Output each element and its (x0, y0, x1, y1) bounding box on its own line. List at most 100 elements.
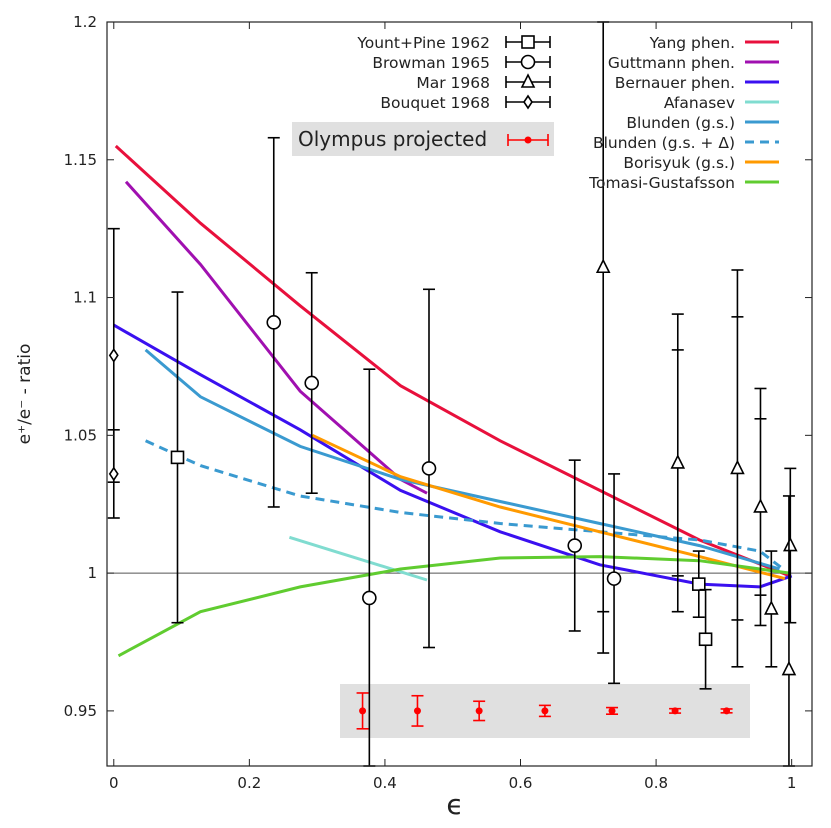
legend-entry: Guttmann phen. (608, 54, 779, 72)
legend-box (292, 122, 554, 156)
dot-marker (671, 707, 679, 715)
triangle-marker (670, 454, 686, 469)
y-axis-label: e⁺/e⁻ - ratio (15, 344, 35, 445)
square-marker (698, 632, 713, 647)
square-marker (170, 450, 185, 465)
legend-label: Bouquet 1968 (380, 94, 490, 112)
legend-label: Bernauer phen. (615, 74, 735, 92)
data-point (170, 291, 185, 624)
triangle-marker (730, 459, 745, 475)
data-point (606, 706, 619, 715)
legend-entry: Tomasi-Gustafsson (588, 174, 779, 192)
x-axis-label: ϵ (446, 788, 463, 821)
y-tick-label: 0.95 (64, 702, 97, 720)
triangle-marker (783, 536, 798, 552)
data-point (720, 707, 733, 715)
data-point (421, 288, 437, 649)
data-point (473, 700, 486, 722)
curve-tomasi-gustafsson (117, 555, 790, 658)
curve-blunden-g-s- (144, 348, 780, 571)
x-tick-label: 0.2 (237, 774, 261, 792)
x-tick-label: 0.6 (509, 774, 533, 792)
legend-entry: Afanasev (664, 94, 779, 112)
curve-blunden-g-s- (144, 439, 786, 572)
diamond-marker (108, 347, 119, 363)
dot-marker (723, 707, 731, 715)
triangle-marker (595, 258, 611, 274)
data-point (107, 429, 120, 519)
data-point (356, 692, 369, 730)
legend-entry: Yount+Pine 1962 (356, 34, 551, 52)
x-tick-label: 0.8 (644, 774, 668, 792)
circle-marker (304, 375, 320, 391)
diamond-marker (523, 94, 533, 110)
data-point (691, 550, 706, 619)
circle-marker (266, 315, 282, 330)
data-point (753, 387, 768, 627)
legend-label: Yount+Pine 1962 (356, 34, 490, 52)
data-point (764, 550, 779, 668)
legend-label: Yang phen. (649, 34, 735, 52)
circle-marker (362, 590, 377, 606)
y-tick-label: 1.1 (73, 289, 97, 307)
curve-bernauer-phen- (113, 323, 793, 589)
triangle-marker (520, 73, 536, 88)
legend-entry: Bouquet 1968 (380, 94, 551, 112)
y-tick-label: 1 (87, 564, 97, 582)
legend-entry-projected: Olympus projected (292, 122, 554, 156)
x-tick-label: 0 (109, 774, 119, 792)
square-marker (521, 35, 535, 49)
dot-marker (359, 707, 367, 715)
legend-label: Mar 1968 (416, 74, 490, 92)
triangle-marker (781, 660, 797, 676)
curve-yang-phen- (114, 144, 791, 578)
data-point (783, 467, 798, 624)
data-point (304, 271, 320, 495)
dot-marker (541, 707, 549, 715)
x-tick-label: 0.4 (373, 774, 397, 792)
x-tick-label: 1 (787, 774, 797, 792)
legend-entry: Yang phen. (649, 34, 779, 52)
data-point (266, 136, 282, 508)
legend-label: Afanasev (664, 94, 735, 112)
dot-marker (475, 707, 483, 715)
legend-entry: Blunden (g.s.) (626, 114, 779, 132)
circle-marker (520, 54, 536, 70)
circle-marker (606, 571, 622, 586)
y-tick-label: 1.15 (64, 151, 97, 169)
legend-label: Guttmann phen. (608, 54, 735, 72)
dot-marker (413, 707, 421, 715)
square-marker (691, 577, 706, 591)
legend-entry: Mar 1968 (416, 73, 551, 92)
legend-label: Olympus projected (298, 127, 487, 151)
curve-borisyuk-g-s- (311, 433, 786, 581)
data-point (698, 588, 713, 690)
circle-marker (421, 461, 437, 476)
legend-label: Borisyuk (g.s.) (623, 154, 735, 172)
y-tick-label: 1.2 (73, 13, 97, 31)
curve-guttmann-phen- (124, 180, 428, 495)
data-point (730, 269, 745, 668)
data-point (538, 704, 551, 718)
legend-label: Browman 1965 (372, 54, 490, 72)
curve-afanasev (288, 535, 428, 582)
data-point (669, 707, 682, 715)
legend-entry: Blunden (g.s. + Δ) (593, 134, 779, 152)
legend-label: Tomasi-Gustafsson (588, 174, 735, 192)
legend-entry: Browman 1965 (372, 54, 551, 72)
legend-label: Blunden (g.s. + Δ) (593, 134, 735, 152)
dot-marker (608, 707, 616, 715)
dot-marker (524, 136, 532, 144)
triangle-marker (753, 498, 768, 513)
plot-frame (106, 21, 813, 767)
data-point (670, 313, 686, 613)
data-point (781, 495, 797, 767)
legend-entry: Borisyuk (g.s.) (623, 154, 779, 172)
triangle-marker (764, 600, 779, 615)
data-point (595, 21, 611, 654)
diamond-marker (108, 466, 119, 482)
y-tick-label: 1.05 (64, 426, 97, 444)
data-point (606, 473, 622, 685)
circle-marker (567, 538, 583, 553)
